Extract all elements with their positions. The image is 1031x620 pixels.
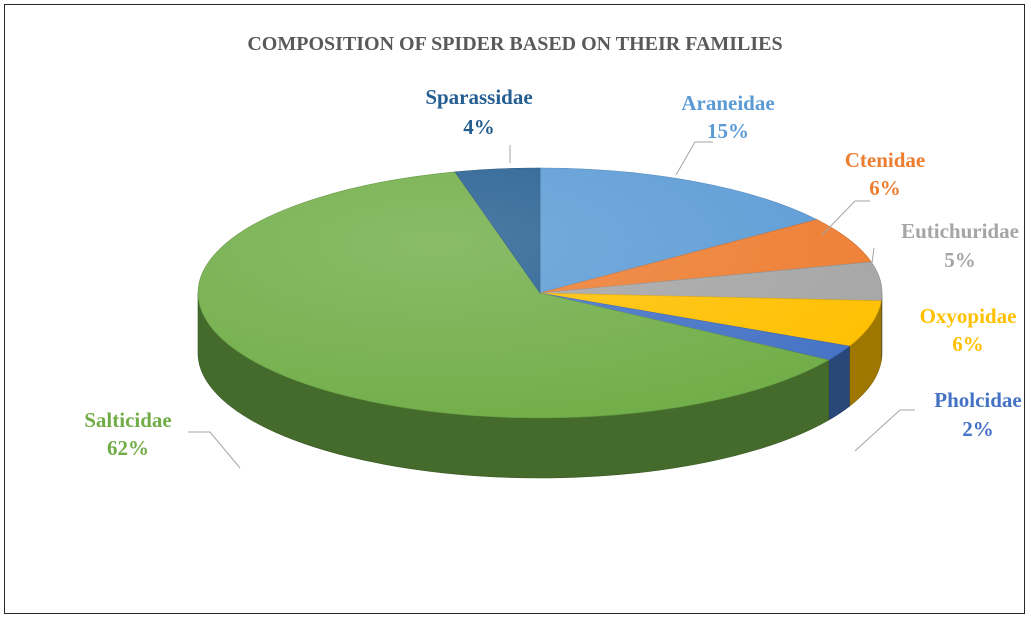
label-ctenidae: Ctenidae xyxy=(845,148,926,172)
label-salticidae: Salticidae xyxy=(84,408,172,432)
value-eutichuridae: 5% xyxy=(944,248,976,272)
value-salticidae: 62% xyxy=(107,436,149,460)
leader-line-araneidae xyxy=(675,141,713,176)
leader-line-ctenidae xyxy=(821,200,870,236)
leader-line-pholcidae xyxy=(854,409,915,452)
chart-title: COMPOSITION OF SPIDER BASED ON THEIR FAM… xyxy=(247,33,782,55)
value-sparassidae: 4% xyxy=(463,115,495,139)
label-araneidae: Araneidae xyxy=(681,91,774,115)
data-labels: Araneidae15%Ctenidae6%Eutichuridae5%Oxyo… xyxy=(84,85,1022,460)
leader-lines xyxy=(188,141,915,469)
label-oxyopidae: Oxyopidae xyxy=(920,304,1017,328)
label-pholcidae: Pholcidae xyxy=(934,388,1022,412)
value-pholcidae: 2% xyxy=(962,417,994,441)
label-sparassidae: Sparassidae xyxy=(425,85,532,109)
leader-line-eutichuridae xyxy=(869,247,875,279)
pie-tops xyxy=(197,167,883,419)
value-oxyopidae: 6% xyxy=(952,332,984,356)
value-araneidae: 15% xyxy=(707,119,749,143)
pie-gloss xyxy=(198,168,882,418)
label-eutichuridae: Eutichuridae xyxy=(901,219,1019,243)
leader-line-salticidae xyxy=(188,431,241,469)
value-ctenidae: 6% xyxy=(869,176,901,200)
